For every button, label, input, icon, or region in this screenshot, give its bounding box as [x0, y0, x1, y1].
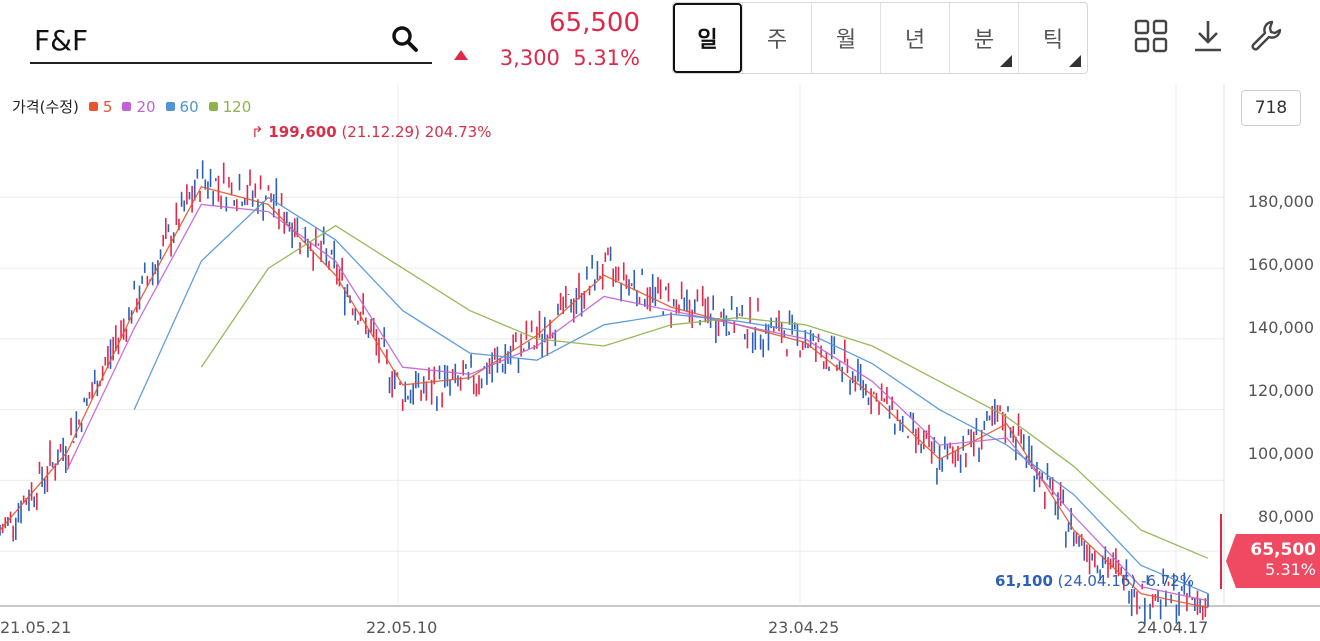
tab-label: 분	[973, 28, 995, 53]
min-price: 61,100	[995, 572, 1053, 590]
legend-item-ma20[interactable]: 20	[122, 97, 156, 116]
max-price: 199,600	[268, 123, 337, 141]
ma-line-5	[0, 186, 1209, 609]
tab-tick[interactable]: 틱	[1018, 3, 1087, 73]
last-price-label: 65,500 5.31%	[1226, 534, 1320, 588]
tab-label: 월	[835, 28, 857, 53]
y-tick-label: 80,000	[1258, 507, 1314, 526]
legend-label: 5	[102, 97, 113, 116]
legend-label: 60	[179, 97, 199, 116]
legend-item-ma5[interactable]: 5	[88, 97, 113, 116]
price-change: 3,300 5.31%	[500, 46, 640, 70]
min-detail: (24.04.16) -6.72%	[1057, 572, 1195, 590]
tab-label: 주	[766, 28, 788, 53]
grid-icon[interactable]	[1133, 18, 1169, 54]
x-tick-label: 24.04.17	[1137, 618, 1209, 637]
y-tick-label: 120,000	[1247, 381, 1314, 400]
legend-label: 20	[136, 97, 156, 116]
chart-canvas[interactable]	[0, 84, 1320, 641]
x-tick-label: 23.04.25	[768, 618, 840, 637]
top-bar: F&F 65,500 3,300 5.31% 일 주 월 년 분 틱	[0, 0, 1320, 84]
legend-item-ma120[interactable]: 120	[208, 97, 252, 116]
tab-label: 일	[697, 28, 718, 53]
tab-minute[interactable]: 분	[949, 3, 1018, 73]
y-tick-label: 100,000	[1247, 444, 1314, 463]
tab-label: 틱	[1042, 28, 1064, 53]
search-icon[interactable]	[390, 24, 420, 54]
chart-legend: 가격(수정) 5 20 60 120	[12, 96, 251, 117]
y-tick-label: 140,000	[1247, 318, 1314, 337]
x-tick-label: 22.05.10	[366, 618, 438, 637]
legend-swatch	[122, 102, 132, 111]
ma-line-60	[133, 196, 1209, 595]
quote-box: 65,500 3,300 5.31%	[448, 6, 648, 76]
last-price: 65,500	[1250, 540, 1316, 560]
download-icon[interactable]	[1190, 18, 1226, 54]
legend-item-ma60[interactable]: 60	[165, 97, 199, 116]
wrench-icon[interactable]	[1248, 18, 1284, 54]
search-bar[interactable]: F&F	[30, 14, 432, 64]
x-tick-label: 21.05.21	[0, 618, 72, 637]
tab-label: 년	[904, 28, 926, 53]
min-price-annotation: 61,100 (24.04.16) -6.72%	[995, 572, 1194, 590]
up-arrow-icon	[454, 50, 468, 60]
y-tick-label: 180,000	[1247, 192, 1314, 211]
change-amount: 3,300	[499, 46, 560, 70]
change-percent: 5.31%	[573, 46, 640, 70]
candle-count-badge[interactable]: 718	[1241, 90, 1301, 126]
current-price: 65,500	[549, 8, 640, 38]
tab-month[interactable]: 월	[811, 3, 880, 73]
max-price-annotation: ↱ 199,600 (21.12.29) 204.73%	[251, 123, 492, 141]
ma-line-20	[66, 203, 1209, 602]
search-input[interactable]: F&F	[34, 24, 89, 57]
period-tabs: 일 주 월 년 분 틱	[672, 2, 1088, 74]
legend-swatch	[208, 102, 218, 111]
menu-corner-icon	[1069, 55, 1081, 67]
legend-label: 120	[222, 97, 252, 116]
legend-swatch	[88, 102, 98, 111]
tab-year[interactable]: 년	[880, 3, 949, 73]
price-chart[interactable]	[0, 84, 1320, 641]
legend-swatch	[165, 102, 175, 111]
y-tick-label: 160,000	[1247, 255, 1314, 274]
menu-corner-icon	[1000, 55, 1012, 67]
tab-day[interactable]: 일	[673, 3, 742, 73]
last-percent: 5.31%	[1265, 560, 1316, 579]
ma-line-120	[200, 224, 1209, 559]
legend-title: 가격(수정)	[12, 98, 79, 116]
max-detail: (21.12.29) 204.73%	[341, 123, 492, 141]
tab-week[interactable]: 주	[742, 3, 811, 73]
